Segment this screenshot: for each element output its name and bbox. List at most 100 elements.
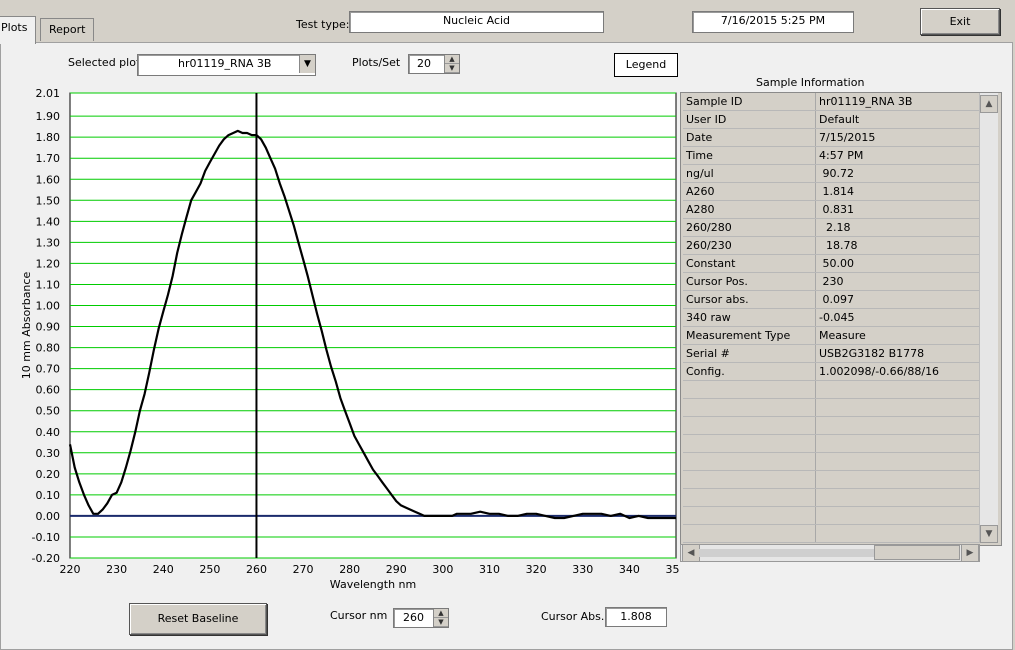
y-tick-label: 1.70 (36, 152, 61, 165)
sample-info-row: ng/ul 90.72 (683, 164, 980, 183)
x-tick-label: 290 (386, 563, 407, 576)
chevron-down-icon[interactable]: ▼ (299, 55, 315, 73)
stepper-up-icon[interactable]: ▲ (445, 55, 459, 64)
sample-info-key: 340 raw (683, 308, 816, 327)
tab-report[interactable]: Report (40, 18, 95, 41)
y-tick-label: 1.20 (36, 257, 61, 270)
sample-info-value: 18.78 (815, 236, 980, 255)
x-axis-label: Wavelength nm (330, 578, 416, 591)
plots-per-set-label: Plots/Set (352, 56, 401, 69)
tab-plots-label: Plots (1, 21, 28, 34)
x-tick-label: 320 (526, 563, 547, 576)
sample-info-key: Sample ID (683, 93, 816, 111)
scroll-down-icon[interactable]: ▼ (980, 525, 998, 543)
y-tick-label: 0.00 (36, 510, 61, 523)
sample-info-value: 2.18 (815, 218, 980, 237)
sample-info-key: ng/ul (683, 164, 816, 183)
x-tick-label: 310 (479, 563, 500, 576)
tab-report-label: Report (49, 23, 86, 36)
legend-label: Legend (625, 58, 667, 71)
datetime-field: 7/16/2015 5:25 PM (692, 11, 854, 33)
cursor-nm-value: 260 (403, 611, 424, 624)
cursor-nm-stepper[interactable]: ▲ ▼ (433, 609, 448, 627)
plots-per-set-stepper[interactable]: ▲ ▼ (444, 55, 459, 73)
sample-info-value: hr01119_RNA 3B (815, 93, 980, 111)
sample-info-row: Cursor Pos. 230 (683, 272, 980, 291)
sample-info-key: A280 (683, 200, 816, 219)
y-tick-label: 0.20 (36, 468, 61, 481)
cursor-abs-field: 1.808 (605, 607, 667, 627)
stepper-up-icon[interactable]: ▲ (434, 609, 448, 618)
sample-info-value: -0.045 (815, 308, 980, 327)
y-tick-label: 1.50 (36, 194, 61, 207)
legend-button[interactable]: Legend (614, 53, 678, 77)
sample-info-row: Serial # USB2G3182 B1778 (683, 344, 980, 363)
hscroll-thumb[interactable] (874, 545, 960, 560)
sample-info-row: 260/230 18.78 (683, 236, 980, 255)
sample-info-value: 90.72 (815, 164, 980, 183)
scroll-up-icon[interactable]: ▲ (980, 95, 998, 113)
sample-info-title: Sample Information (756, 76, 865, 89)
sample-info-key: Time (683, 146, 816, 165)
x-tick-label: 340 (619, 563, 640, 576)
sample-info-empty-row (683, 488, 980, 507)
y-axis-label: 10 mm Absorbance (20, 272, 33, 380)
x-tick-label: 350 (666, 563, 681, 576)
sample-info-key: Cursor abs. (683, 290, 816, 309)
sample-info-value: 1.002098/-0.66/88/16 (815, 362, 980, 381)
sample-info-value: 0.097 (815, 290, 980, 309)
exit-button[interactable]: Exit (920, 8, 1000, 35)
sample-info-value: 7/15/2015 (815, 128, 980, 147)
y-tick-label: 0.30 (36, 447, 61, 460)
sample-info-row: Time 4:57 PM (683, 146, 980, 165)
y-tick-label: 1.00 (36, 300, 61, 313)
sample-info-empty-row (683, 434, 980, 453)
reset-baseline-button[interactable]: Reset Baseline (129, 603, 267, 635)
sample-info-row: 340 raw -0.045 (683, 308, 980, 327)
sample-info-hscroll[interactable]: ◀ ▶ (680, 544, 980, 562)
cursor-nm-input[interactable]: 260 ▲ ▼ (393, 608, 449, 628)
sample-info-row: A280 0.831 (683, 200, 980, 219)
plots-per-set-value: 20 (417, 57, 431, 70)
sample-info-vscroll[interactable]: ▲ ▼ (979, 93, 998, 543)
hscroll-track (699, 549, 874, 557)
x-tick-label: 240 (153, 563, 174, 576)
sample-info-key: Date (683, 128, 816, 147)
sample-info-value: 50.00 (815, 254, 980, 273)
y-tick-label: 1.40 (36, 215, 61, 228)
x-tick-label: 300 (432, 563, 453, 576)
scroll-left-icon[interactable]: ◀ (682, 544, 700, 562)
absorbance-series-line (68, 129, 676, 520)
test-type-label: Test type: (296, 18, 350, 31)
absorbance-chart[interactable]: 2.01 1.90 1.80 1.70 1.60 1.50 1.40 1.30 1.20 1.10… (0, 84, 680, 596)
sample-info-value: 4:57 PM (815, 146, 980, 165)
sample-info-key: Config. (683, 362, 816, 381)
sample-info-empty-row (683, 452, 980, 471)
y-tick-label: 1.80 (36, 131, 61, 144)
stepper-down-icon[interactable]: ▼ (434, 618, 448, 627)
sample-info-key: Cursor Pos. (683, 272, 816, 291)
y-tick-label: 1.30 (36, 236, 61, 249)
sample-info-value: 0.831 (815, 200, 980, 219)
plots-per-set-input[interactable]: 20 ▲ ▼ (408, 54, 460, 74)
selected-plot-value: hr01119_RNA 3B (178, 57, 272, 70)
scroll-right-icon[interactable]: ▶ (961, 544, 979, 562)
selected-plot-dropdown[interactable]: hr01119_RNA 3B ▼ (137, 54, 316, 76)
sample-info-key: Constant (683, 254, 816, 273)
sample-info-value: 1.814 (815, 182, 980, 201)
sample-info-row: Config. 1.002098/-0.66/88/16 (683, 362, 980, 381)
x-tick-label: 270 (293, 563, 314, 576)
x-tick-label: 330 (572, 563, 593, 576)
sample-info-key: Measurement Type (683, 326, 816, 345)
sample-info-key: A260 (683, 182, 816, 201)
tab-plots[interactable]: Plots (0, 16, 37, 44)
y-tick-label: 0.80 (36, 342, 61, 355)
sample-info-value: USB2G3182 B1778 (815, 344, 980, 363)
sample-info-row: Measurement Type Measure (683, 326, 980, 345)
sample-info-row: Constant 50.00 (683, 254, 980, 273)
y-tick-label: 1.90 (36, 110, 61, 123)
sample-info-key: User ID (683, 110, 816, 129)
stepper-down-icon[interactable]: ▼ (445, 64, 459, 73)
x-tick-label: 230 (106, 563, 127, 576)
sample-info-key: 260/230 (683, 236, 816, 255)
